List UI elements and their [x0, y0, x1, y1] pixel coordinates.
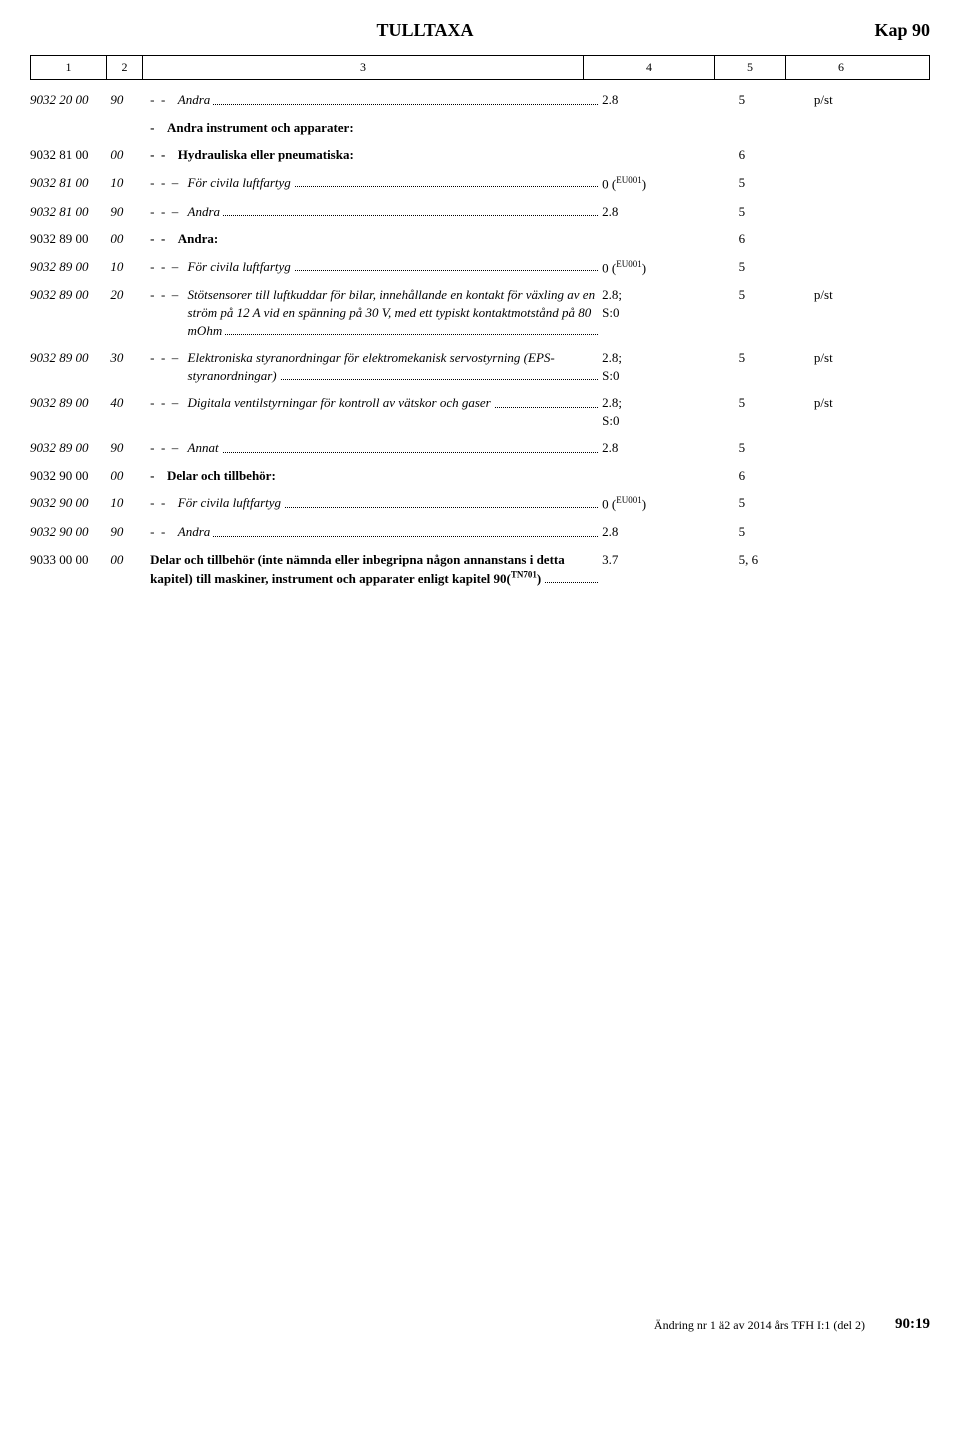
col-header-4: 4 [584, 56, 715, 79]
tariff-row: 9032 20 0090- - Andra2.85p/st [30, 90, 930, 110]
tariff-row: 9032 89 0020- - – Stötsensorer till luft… [30, 285, 930, 340]
tariff-row: 9032 81 0000- - Hydrauliska eller pneuma… [30, 145, 930, 165]
col-header-2: 2 [107, 56, 143, 79]
col-header-1: 1 [31, 56, 107, 79]
footer-amendment: Ändring nr 1 ä2 av 2014 års TFH I:1 (del… [654, 1318, 865, 1333]
tariff-row: 9032 90 0090- - Andra2.85 [30, 522, 930, 542]
tariff-row: 9032 89 0040- - – Digitala ventilstyrnin… [30, 393, 930, 430]
page-footer: Ändring nr 1 ä2 av 2014 års TFH I:1 (del… [30, 1316, 930, 1333]
col-header-3: 3 [143, 56, 584, 79]
tariff-row: 9032 90 0000- Delar och tillbehör:6 [30, 466, 930, 486]
tariff-row: 9032 89 0000- - Andra:6 [30, 229, 930, 249]
tariff-row: 9032 81 0010- - – För civila luftfartyg0… [30, 173, 930, 194]
footer-page-number: 90:19 [895, 1316, 930, 1333]
doc-title: TULLTAXA [30, 20, 820, 41]
tariff-row: 9032 90 0010- - För civila luftfartyg0 (… [30, 493, 930, 514]
tariff-row: 9032 81 0090- - – Andra2.85 [30, 202, 930, 222]
tariff-row: 9032 89 0090- - – Annat2.85 [30, 438, 930, 458]
col-header-6: 6 [786, 56, 896, 79]
tariff-row: 9032 89 0030- - – Elektroniska styranord… [30, 348, 930, 385]
column-header-row: 1 2 3 4 5 6 [30, 55, 930, 80]
page-header: TULLTAXA Kap 90 [30, 20, 930, 41]
col-header-5: 5 [715, 56, 786, 79]
chapter-label: Kap 90 [820, 20, 930, 41]
tariff-row: 9032 89 0010- - – För civila luftfartyg0… [30, 257, 930, 278]
tariff-table: 9032 20 0090- - Andra2.85p/st - Andra ins… [30, 90, 930, 596]
tariff-row: 9033 00 0000Delar och tillbehör (inte nä… [30, 550, 930, 588]
tariff-row: - Andra instrument och apparater: [30, 118, 930, 138]
